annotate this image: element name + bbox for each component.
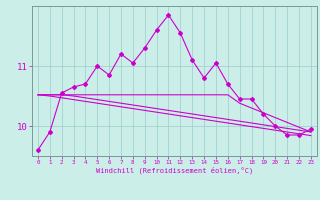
X-axis label: Windchill (Refroidissement éolien,°C): Windchill (Refroidissement éolien,°C) xyxy=(96,167,253,174)
